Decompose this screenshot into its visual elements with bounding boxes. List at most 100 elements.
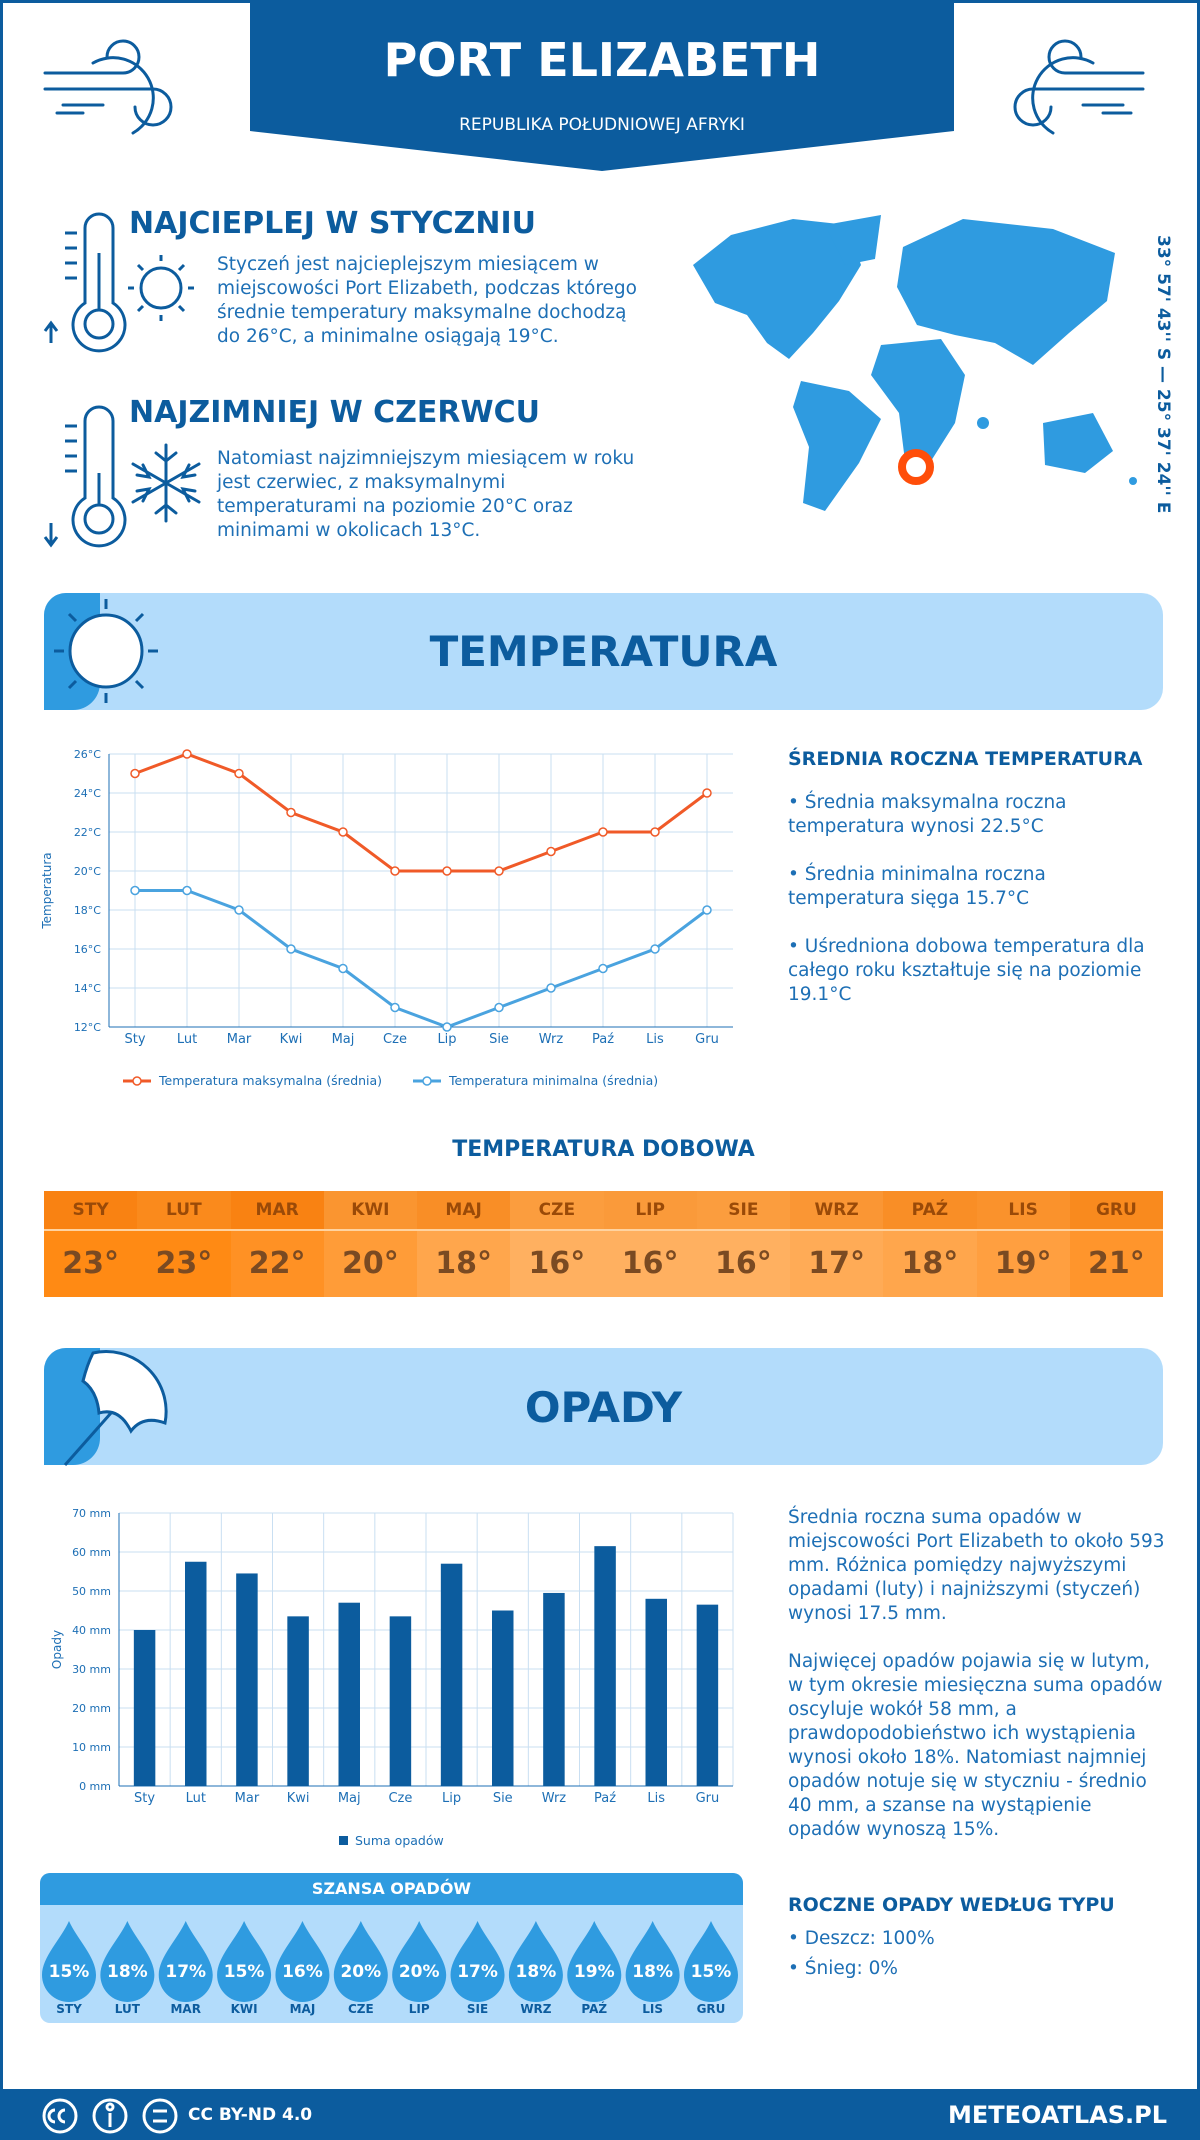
series-line (135, 889, 708, 1029)
x-tick-label: Paź (592, 1032, 614, 1047)
summary-title: ŚREDNIA ROCZNA TEMPERATURA (788, 748, 1143, 770)
rain-drop (42, 1921, 96, 2002)
wind-icon (43, 39, 173, 135)
rain-drop (100, 1921, 155, 2002)
footer-bar (3, 2089, 1197, 2140)
daily-month: STY (44, 1191, 138, 1229)
y-tick-label: 16°C (74, 943, 101, 956)
chance-value: 20% (399, 1962, 440, 1982)
x-tick-label: Wrz (542, 1791, 567, 1806)
data-point (234, 905, 244, 915)
y-tick-label: 50 mm (72, 1585, 111, 1598)
x-tick-label: Sty (124, 1032, 145, 1047)
section-banner (44, 593, 1163, 710)
x-tick-label: Sie (489, 1032, 509, 1047)
table-divider (44, 1229, 1163, 1231)
data-point (182, 749, 192, 759)
daily-month: LIP (603, 1191, 697, 1229)
chance-value: 19% (574, 1962, 615, 1982)
y-tick-label: 60 mm (72, 1546, 111, 1559)
y-tick-label: 20°C (74, 865, 101, 878)
type-title: ROCZNE OPADY WEDŁUG TYPU (788, 1894, 1115, 1916)
chance-value: 18% (516, 1962, 557, 1982)
chance-month: SIE (467, 2002, 488, 2016)
data-point (286, 807, 296, 818)
artwork: 12°C 14°C 16°C 18°C 20°C 22°C 24°C 26°C Sty Lut Ma… (3, 3, 1197, 2140)
summary-list: • Średnia maksymalna roczna temperatura … (788, 791, 1168, 1031)
bar (338, 1602, 360, 1786)
coordinates: 33° 57' 43'' S — 25° 37' 24'' E (1153, 235, 1173, 514)
y-tick-label: 18°C (74, 904, 101, 917)
data-point (234, 768, 244, 779)
daily-month: SIE (696, 1191, 790, 1229)
daily-value: 20° (323, 1231, 417, 1297)
summary-item: • Średnia maksymalna roczna temperatura … (788, 792, 1067, 837)
x-tick-label: Cze (388, 1791, 412, 1806)
x-tick-label: Lis (646, 1032, 664, 1047)
x-tick-label: Maj (332, 1032, 355, 1047)
daily-month: MAR (230, 1191, 324, 1229)
wind-icon (1013, 39, 1145, 135)
bar (645, 1598, 667, 1786)
y-tick-label: 30 mm (72, 1663, 111, 1676)
data-point (702, 788, 712, 798)
data-point (494, 866, 504, 876)
precip-text: Średnia roczna suma opadów w miejscowośc… (788, 1507, 1165, 1624)
daily-value: 16° (603, 1231, 697, 1297)
daily-month: LIS (976, 1191, 1070, 1229)
x-tick-label: Kwi (287, 1791, 310, 1806)
bar (185, 1561, 207, 1786)
rain-drop (158, 1921, 213, 2003)
daily-value: 18° (883, 1231, 977, 1297)
series-line (134, 752, 708, 873)
daily-month: MAJ (417, 1191, 511, 1229)
header-banner (250, 3, 954, 171)
x-tick-label: Mar (235, 1791, 260, 1806)
data-point (182, 885, 192, 896)
page-subtitle: REPUBLIKA POŁUDNIOWEJ AFRYKI (459, 115, 745, 135)
coldest-text: Natomiast najzimniejszym miesiącem w rok… (217, 448, 635, 541)
data-point (442, 1022, 452, 1032)
x-tick-label: Mar (227, 1032, 252, 1047)
summary-item: • Uśredniona dobowa temperatura dla całe… (788, 936, 1145, 1005)
chance-value: 16% (282, 1962, 323, 1982)
sun-icon (128, 255, 194, 321)
chance-month: KWI (231, 2002, 258, 2016)
bar (236, 1573, 258, 1786)
bar (389, 1616, 412, 1786)
daily-value: 23° (137, 1231, 231, 1297)
y-tick-label: 26°C (74, 748, 101, 761)
data-point (494, 1002, 504, 1013)
rain-drop (508, 1921, 563, 2002)
x-tick-label: Sty (134, 1791, 155, 1806)
rain-drop (567, 1921, 622, 2003)
bar (696, 1604, 719, 1786)
data-point (338, 827, 348, 837)
section-title: OPADY (524, 1383, 683, 1432)
location-marker (898, 449, 934, 485)
bar (492, 1610, 514, 1786)
section-banner (44, 1348, 1163, 1465)
summary-item: • Średnia minimalna roczna temperatura s… (788, 864, 1046, 909)
data-point (546, 983, 556, 993)
chance-header (40, 1873, 743, 1905)
precip-text: Najwięcej opadów pojawia się w lutym, w … (788, 1651, 1163, 1840)
warmest-text: Styczeń jest najcieplejszym miesiącem w … (217, 254, 637, 347)
y-tick-label: 24°C (74, 787, 101, 800)
y-tick-label: 10 mm (72, 1741, 111, 1754)
x-tick-label: Lut (186, 1791, 206, 1806)
type-list: • Deszcz: 100% • Śnieg: 0% (788, 1927, 1168, 1987)
rain-drop (275, 1921, 330, 2003)
chance-value: 17% (165, 1962, 206, 1982)
data-point (650, 944, 660, 954)
legend-label: Temperatura maksymalna (średnia) (158, 1073, 382, 1088)
chance-month: WRZ (520, 2002, 551, 2016)
chance-month: LIP (409, 2002, 430, 2016)
daily-value: 16° (510, 1231, 604, 1297)
x-tick-label: Lut (177, 1032, 197, 1047)
y-tick-label: 0 mm (79, 1780, 111, 1793)
warmest-title: NAJCIEPLEJ W STYCZNIU (129, 206, 537, 241)
thermometer-icon (43, 405, 127, 548)
chance-title: SZANSA OPADÓW (311, 1879, 472, 1898)
